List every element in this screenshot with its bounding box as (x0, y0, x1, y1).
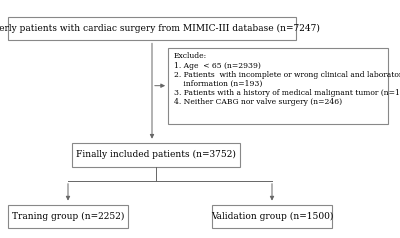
FancyBboxPatch shape (72, 143, 240, 167)
Text: Finally included patients (n=3752): Finally included patients (n=3752) (76, 150, 236, 159)
FancyBboxPatch shape (168, 48, 388, 124)
FancyBboxPatch shape (212, 205, 332, 228)
Text: Validation group (n=1500): Validation group (n=1500) (211, 212, 333, 221)
Text: Elderly patients with cardiac surgery from MIMIC-III database (n=7247): Elderly patients with cardiac surgery fr… (0, 24, 320, 33)
Text: Exclude:
1. Age  < 65 (n=2939)
2. Patients  with incomplete or wrong clinical an: Exclude: 1. Age < 65 (n=2939) 2. Patient… (174, 52, 400, 106)
FancyBboxPatch shape (8, 17, 296, 40)
FancyBboxPatch shape (8, 205, 128, 228)
Text: Traning group (n=2252): Traning group (n=2252) (12, 212, 124, 221)
